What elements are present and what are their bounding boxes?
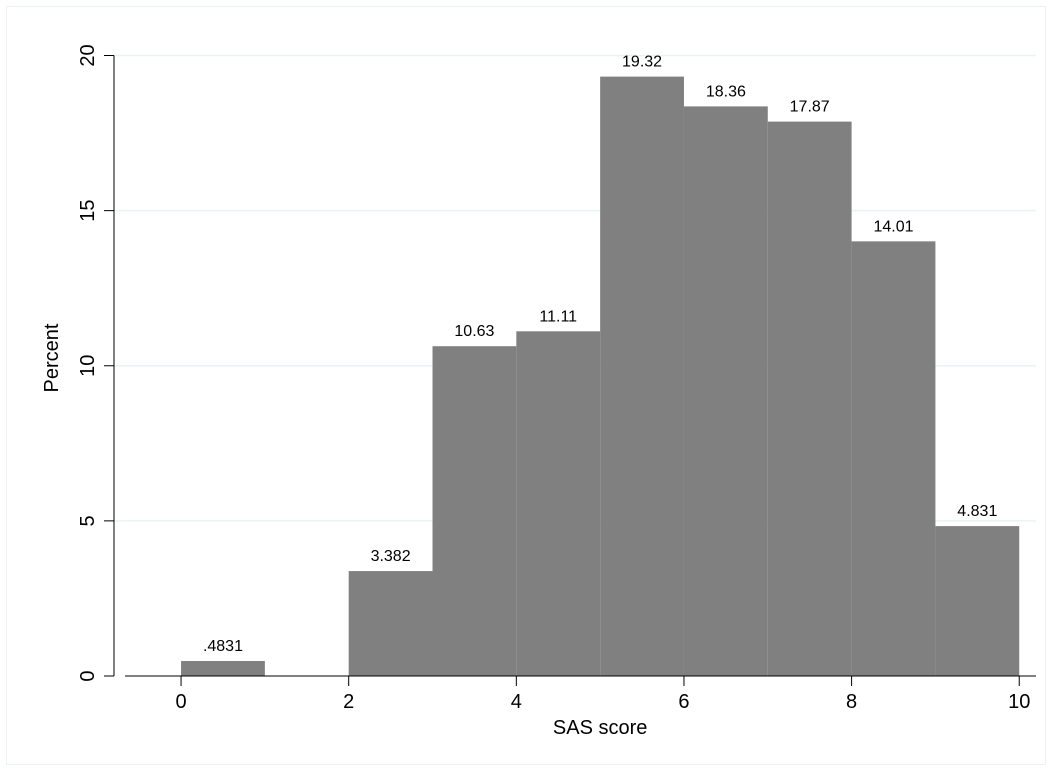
y-tick-label-20: 20 <box>77 44 99 66</box>
x-tick-label-8: 8 <box>846 691 857 713</box>
bar-value-label-7: 14.01 <box>873 218 913 235</box>
y-tick-label-0: 0 <box>77 670 99 681</box>
axes: 0 5 10 15 20 0 2 4 6 8 10 <box>77 44 1036 713</box>
bar-7 <box>851 241 936 676</box>
bar-value-label-3: 11.11 <box>539 308 577 325</box>
x-axis-title: SAS score <box>553 717 647 739</box>
y-tick-label-10: 10 <box>77 355 99 377</box>
y-axis-title: Percent <box>41 323 63 392</box>
y-tick-label-15: 15 <box>77 200 99 222</box>
bar-0 <box>181 661 265 676</box>
x-tick-label-2: 2 <box>343 691 354 713</box>
bar-6 <box>767 121 852 677</box>
bar-value-label-8: 4.831 <box>957 503 997 520</box>
bar-value-label-2: 10.63 <box>454 323 494 340</box>
bar-3 <box>516 331 601 676</box>
bar-2 <box>432 346 517 676</box>
bar-value-label-4: 19.32 <box>622 54 662 71</box>
bar-value-label-1: 3.382 <box>371 548 411 565</box>
bar-4 <box>600 76 684 677</box>
y-tick-label-5: 5 <box>77 515 99 526</box>
x-tick-label-0: 0 <box>175 691 186 713</box>
bar-labels: .4831 3.382 10.63 11.11 19.32 18.36 17.87 14.01… <box>203 54 998 655</box>
bar-8 <box>935 526 1020 676</box>
bar-value-label-6: 17.87 <box>790 99 830 116</box>
x-tick-label-10: 10 <box>1008 691 1030 713</box>
bars <box>181 76 1020 677</box>
bar-5 <box>683 106 768 676</box>
bar-1 <box>348 571 433 676</box>
bar-value-label-0: .4831 <box>203 638 243 655</box>
x-tick-label-6: 6 <box>678 691 689 713</box>
bar-value-label-5: 18.36 <box>706 83 746 100</box>
x-tick-label-4: 4 <box>511 691 522 713</box>
